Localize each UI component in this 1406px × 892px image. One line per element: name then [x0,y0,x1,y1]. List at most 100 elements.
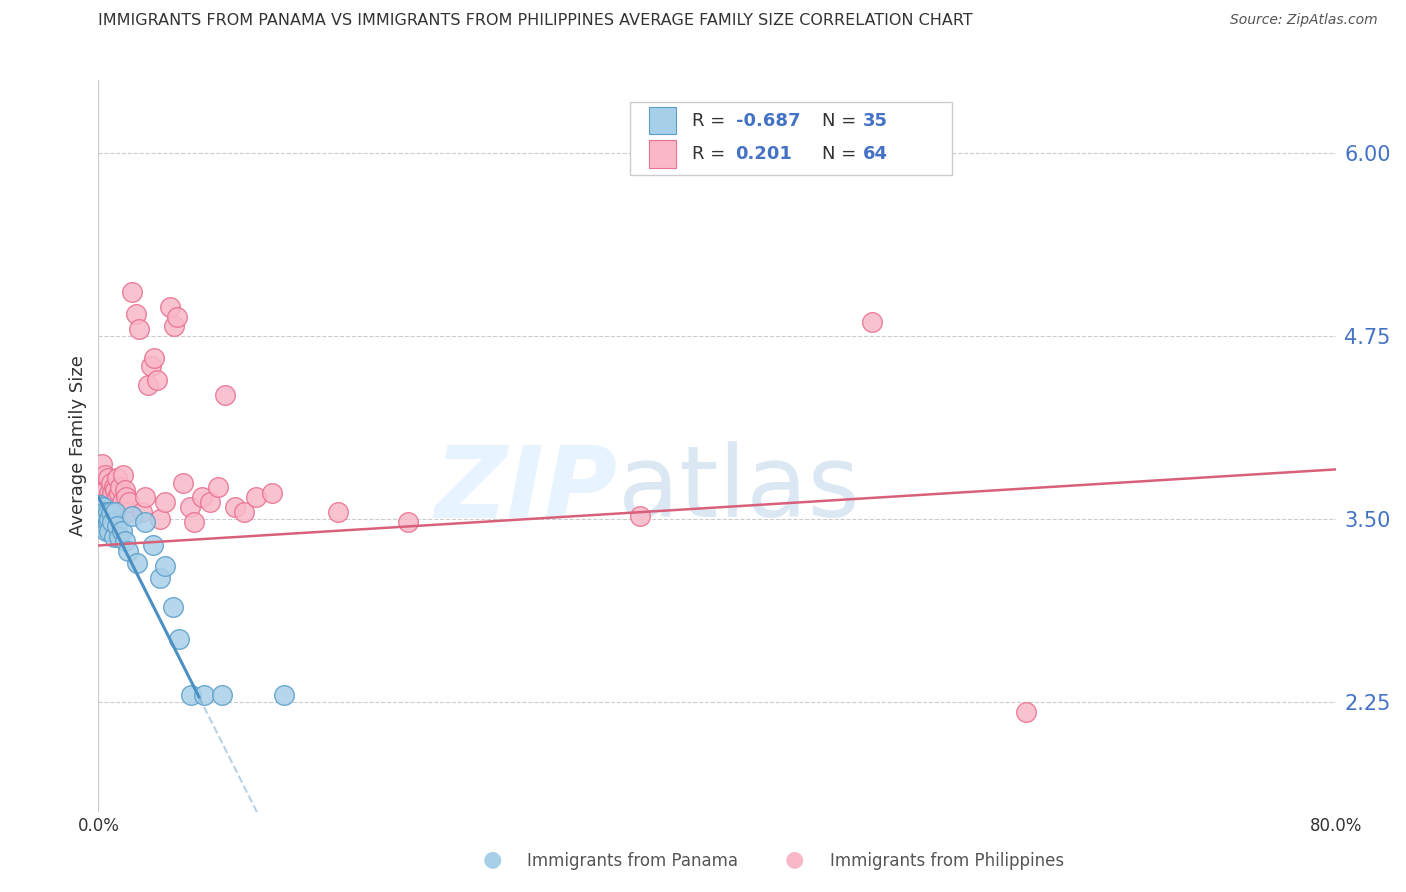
Point [121,509,143,524]
Point [245,490,267,504]
Point [98,524,121,538]
Point [93,494,115,508]
Point [89,498,111,512]
Point [105,471,128,485]
Point [163,319,186,334]
Point [159,300,181,314]
Point [167,632,190,646]
Point [100,490,122,504]
Point [100,505,122,519]
Point [97,515,120,529]
Point [260,485,283,500]
Point [89,500,111,515]
Point [136,377,159,392]
Text: Immigrants from Philippines: Immigrants from Philippines [830,852,1064,870]
Point [860,315,883,329]
Text: atlas: atlas [619,442,859,539]
Point [97,505,120,519]
Point [101,515,124,529]
Point [111,524,132,538]
Point [124,307,146,321]
FancyBboxPatch shape [630,103,952,176]
Point [98,512,121,526]
Point [103,480,125,494]
Point [91,505,114,519]
Point [166,310,188,325]
Point [118,494,141,508]
Point [153,558,176,573]
Point [143,351,166,366]
Point [117,505,139,519]
Point [97,494,120,508]
Point [134,515,156,529]
Text: 64: 64 [863,145,889,163]
Point [89,512,111,526]
Text: Source: ZipAtlas.com: Source: ZipAtlas.com [1230,13,1378,28]
Point [183,515,205,529]
Point [100,475,122,490]
Point [162,599,184,614]
Text: N =: N = [823,112,862,129]
Point [179,500,201,515]
Text: 0.201: 0.201 [735,145,793,163]
Point [101,485,124,500]
Point [90,457,112,471]
Point [91,475,114,490]
Text: ZIP: ZIP [434,442,619,539]
Point [107,485,129,500]
Point [172,475,194,490]
Point [104,509,127,524]
Point [149,571,172,585]
Point [98,485,121,500]
Point [97,471,120,485]
Point [96,509,118,524]
FancyBboxPatch shape [650,107,676,135]
Point [396,515,419,529]
Point [117,544,139,558]
Point [105,490,128,504]
Point [326,505,350,519]
Point [127,556,149,570]
Point [141,539,165,553]
Point [180,688,202,702]
Point [232,505,254,519]
Text: ●: ● [482,850,502,870]
Point [115,490,138,504]
Point [90,519,112,533]
Point [105,519,128,533]
Point [91,515,114,529]
Point [90,483,112,497]
Point [107,505,129,519]
Point [628,509,651,524]
Point [134,490,156,504]
Point [96,509,118,524]
Point [96,483,118,497]
Point [93,468,115,483]
Point [121,285,143,300]
Point [93,515,115,529]
Point [139,359,162,373]
Point [273,688,295,702]
Point [1015,705,1038,719]
FancyBboxPatch shape [650,140,676,168]
Point [90,494,112,508]
Point [89,509,111,524]
Point [104,483,127,497]
Point [114,483,136,497]
Point [96,524,118,538]
Text: 35: 35 [863,112,889,129]
Point [108,480,131,494]
Point [207,480,229,494]
Point [128,322,150,336]
Point [146,373,169,387]
Point [214,388,236,402]
Point [103,530,125,544]
Text: IMMIGRANTS FROM PANAMA VS IMMIGRANTS FROM PHILIPPINES AVERAGE FAMILY SIZE CORREL: IMMIGRANTS FROM PANAMA VS IMMIGRANTS FRO… [98,13,973,29]
Text: R =: R = [692,112,731,129]
Point [93,505,115,519]
Point [90,505,112,519]
Point [224,500,246,515]
Point [153,494,176,508]
Point [112,468,135,483]
Point [103,500,125,515]
